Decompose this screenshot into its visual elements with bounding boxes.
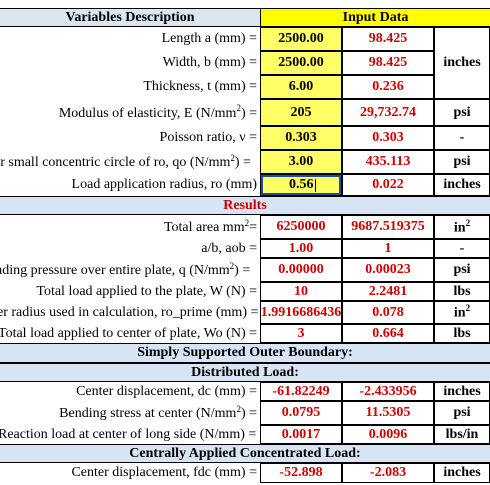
result-q: 0.00000 xyxy=(260,258,342,282)
unit-total-area: in2 xyxy=(434,215,490,239)
result-reaction-load: 0.0017 xyxy=(260,425,342,444)
unit-fdc: inches xyxy=(434,463,490,483)
converted-thickness: 0.236 xyxy=(342,75,434,99)
converted-total-area: 9687.519375 xyxy=(342,215,434,239)
result-fdc: -52.898 xyxy=(260,463,342,483)
input-row-thickness: Thickness, t (mm) = 6.00 0.236 xyxy=(0,75,490,99)
converted-width: 98.425 xyxy=(342,51,434,75)
section-concentrated-load: Centrally Applied Concentrated Load: xyxy=(0,444,490,463)
input-thickness[interactable]: 6.00 xyxy=(260,75,342,99)
section-row-simply-supported: Simply Supported Outer Boundary: xyxy=(0,343,490,363)
converted-w: 2.2481 xyxy=(342,282,434,301)
header-row: Variables Description Input Data xyxy=(0,8,490,27)
result-bending-stress: 0.0795 xyxy=(260,401,342,425)
converted-pressure: 435.113 xyxy=(342,150,434,174)
result-row-q: ading pressure over entire plate, q (N/m… xyxy=(0,258,490,282)
result-total-area: 6250000 xyxy=(260,215,342,239)
results-title: Results xyxy=(0,196,490,215)
unit-radius: inches xyxy=(434,174,490,196)
converted-fdc: -2.083 xyxy=(342,463,434,483)
result-roprime: 1.9916686436 xyxy=(260,301,342,324)
input-row-radius: Load application radius, ro (mm) 0.56 0.… xyxy=(0,174,490,196)
result-row-aob: a/b, aob = 1.00 1 - xyxy=(0,239,490,258)
result-row-w: Total load applied to the plate, W (N) =… xyxy=(0,282,490,301)
unit-reaction-load: lbs/in xyxy=(434,425,490,444)
conc-row-displacement: Center displacement, fdc (mm) = -52.898 … xyxy=(0,463,490,483)
label-reaction-load: Reaction load at center of long side (N/… xyxy=(0,426,257,442)
input-width[interactable]: 2500.00 xyxy=(260,51,342,75)
converted-length: 98.425 xyxy=(342,27,434,51)
section-row-distributed: Distributed Load: xyxy=(0,363,490,382)
header-input-data[interactable]: Input Data xyxy=(260,8,490,27)
unit-inches-dimensions: inches xyxy=(434,27,490,99)
result-w: 10 xyxy=(260,282,342,301)
label-poisson: Poisson ratio, ν = xyxy=(159,130,257,145)
input-modulus[interactable]: 205 xyxy=(260,99,342,126)
result-row-wo: Total load applied to center of plate, W… xyxy=(0,324,490,343)
dist-row-stress: Bending stress at center (N/mm2) = 0.079… xyxy=(0,401,490,425)
result-row-roprime: er radius used in calculation, ro_prime … xyxy=(0,301,490,324)
section-simply-supported: Simply Supported Outer Boundary: xyxy=(0,343,490,363)
input-row-length: Length a (mm) = 2500.00 98.425 xyxy=(0,27,490,51)
converted-roprime: 0.078 xyxy=(342,301,434,324)
input-pressure[interactable]: 3.00 xyxy=(260,150,342,174)
input-row-pressure: er small concentric circle of ro, qo (N/… xyxy=(0,150,490,174)
result-wo: 3 xyxy=(260,324,342,343)
result-row-area: Total area mm2 = 6250000 9687.519375 in2 xyxy=(0,215,490,239)
unit-w: lbs xyxy=(434,282,490,301)
label-roprime: er radius used in calculation, ro_prime … xyxy=(0,304,259,320)
label-modulus: Modulus of elasticity, E (N/mm2) = xyxy=(58,103,257,121)
unit-roprime: in2 xyxy=(434,301,490,324)
header-variables-description[interactable]: Variables Description xyxy=(0,8,261,27)
label-thickness: Thickness, t (mm) = xyxy=(143,79,257,94)
label-center-displacement: Center displacement, dc (mm) = xyxy=(76,383,257,399)
input-length[interactable]: 2500.00 xyxy=(260,27,342,51)
label-length: Length a (mm) = xyxy=(161,31,257,46)
unit-block-dimensions: inches xyxy=(0,27,490,99)
converted-modulus: 29,732.74 xyxy=(342,99,434,126)
converted-reaction-load: 0.0096 xyxy=(342,425,434,444)
converted-q: 0.00023 xyxy=(342,258,434,282)
unit-poisson: - xyxy=(434,126,490,150)
converted-center-displacement: -2.433956 xyxy=(342,382,434,401)
unit-wo: lbs xyxy=(434,324,490,343)
unit-bending-stress: psi xyxy=(434,401,490,425)
label-wo: Total load applied to center of plate, W… xyxy=(0,325,257,341)
label-width: Width, b (mm) = xyxy=(162,55,257,70)
label-pressure: er small concentric circle of ro, qo (N/… xyxy=(0,152,251,171)
input-row-poisson: Poisson ratio, ν = 0.303 0.303 - xyxy=(0,126,490,150)
unit-pressure: psi xyxy=(434,150,490,174)
text-cursor xyxy=(314,178,316,192)
unit-center-displacement: inches xyxy=(434,382,490,401)
input-radius-active[interactable]: 0.56 xyxy=(260,174,342,196)
label-total-area: Total area mm2 = xyxy=(163,217,257,236)
header-left-text: Variables Description xyxy=(65,9,195,25)
unit-q: psi xyxy=(434,258,490,282)
label-q: ading pressure over entire plate, q (N/m… xyxy=(0,260,251,279)
input-poisson[interactable]: 0.303 xyxy=(260,126,342,150)
label-radius: Load application radius, ro (mm) xyxy=(71,177,257,192)
unit-modulus: psi xyxy=(434,99,490,126)
converted-aob: 1 xyxy=(342,239,434,258)
header-right-text: Input Data xyxy=(342,9,409,25)
label-aob: a/b, aob = xyxy=(201,240,257,256)
result-aob: 1.00 xyxy=(260,239,342,258)
label-w: Total load applied to the plate, W (N) = xyxy=(36,283,257,299)
dist-row-displacement: Center displacement, dc (mm) = -61.82249… xyxy=(0,382,490,401)
section-distributed-load: Distributed Load: xyxy=(0,363,490,382)
input-row-modulus: Modulus of elasticity, E (N/mm2) = 205 2… xyxy=(0,99,490,126)
label-fdc: Center displacement, fdc (mm) = xyxy=(71,465,257,480)
label-bending-stress: Bending stress at center (N/mm2) = xyxy=(59,403,257,422)
converted-poisson: 0.303 xyxy=(342,126,434,150)
input-row-width: Width, b (mm) = 2500.00 98.425 xyxy=(0,51,490,75)
converted-radius: 0.022 xyxy=(342,174,434,196)
converted-wo: 0.664 xyxy=(342,324,434,343)
dist-row-reaction: Reaction load at center of long side (N/… xyxy=(0,425,490,444)
results-header-row: Results xyxy=(0,196,490,215)
section-row-concentrated: Centrally Applied Concentrated Load: xyxy=(0,444,490,463)
converted-bending-stress: 11.5305 xyxy=(342,401,434,425)
result-center-displacement: -61.82249 xyxy=(260,382,342,401)
unit-aob: - xyxy=(434,239,490,258)
